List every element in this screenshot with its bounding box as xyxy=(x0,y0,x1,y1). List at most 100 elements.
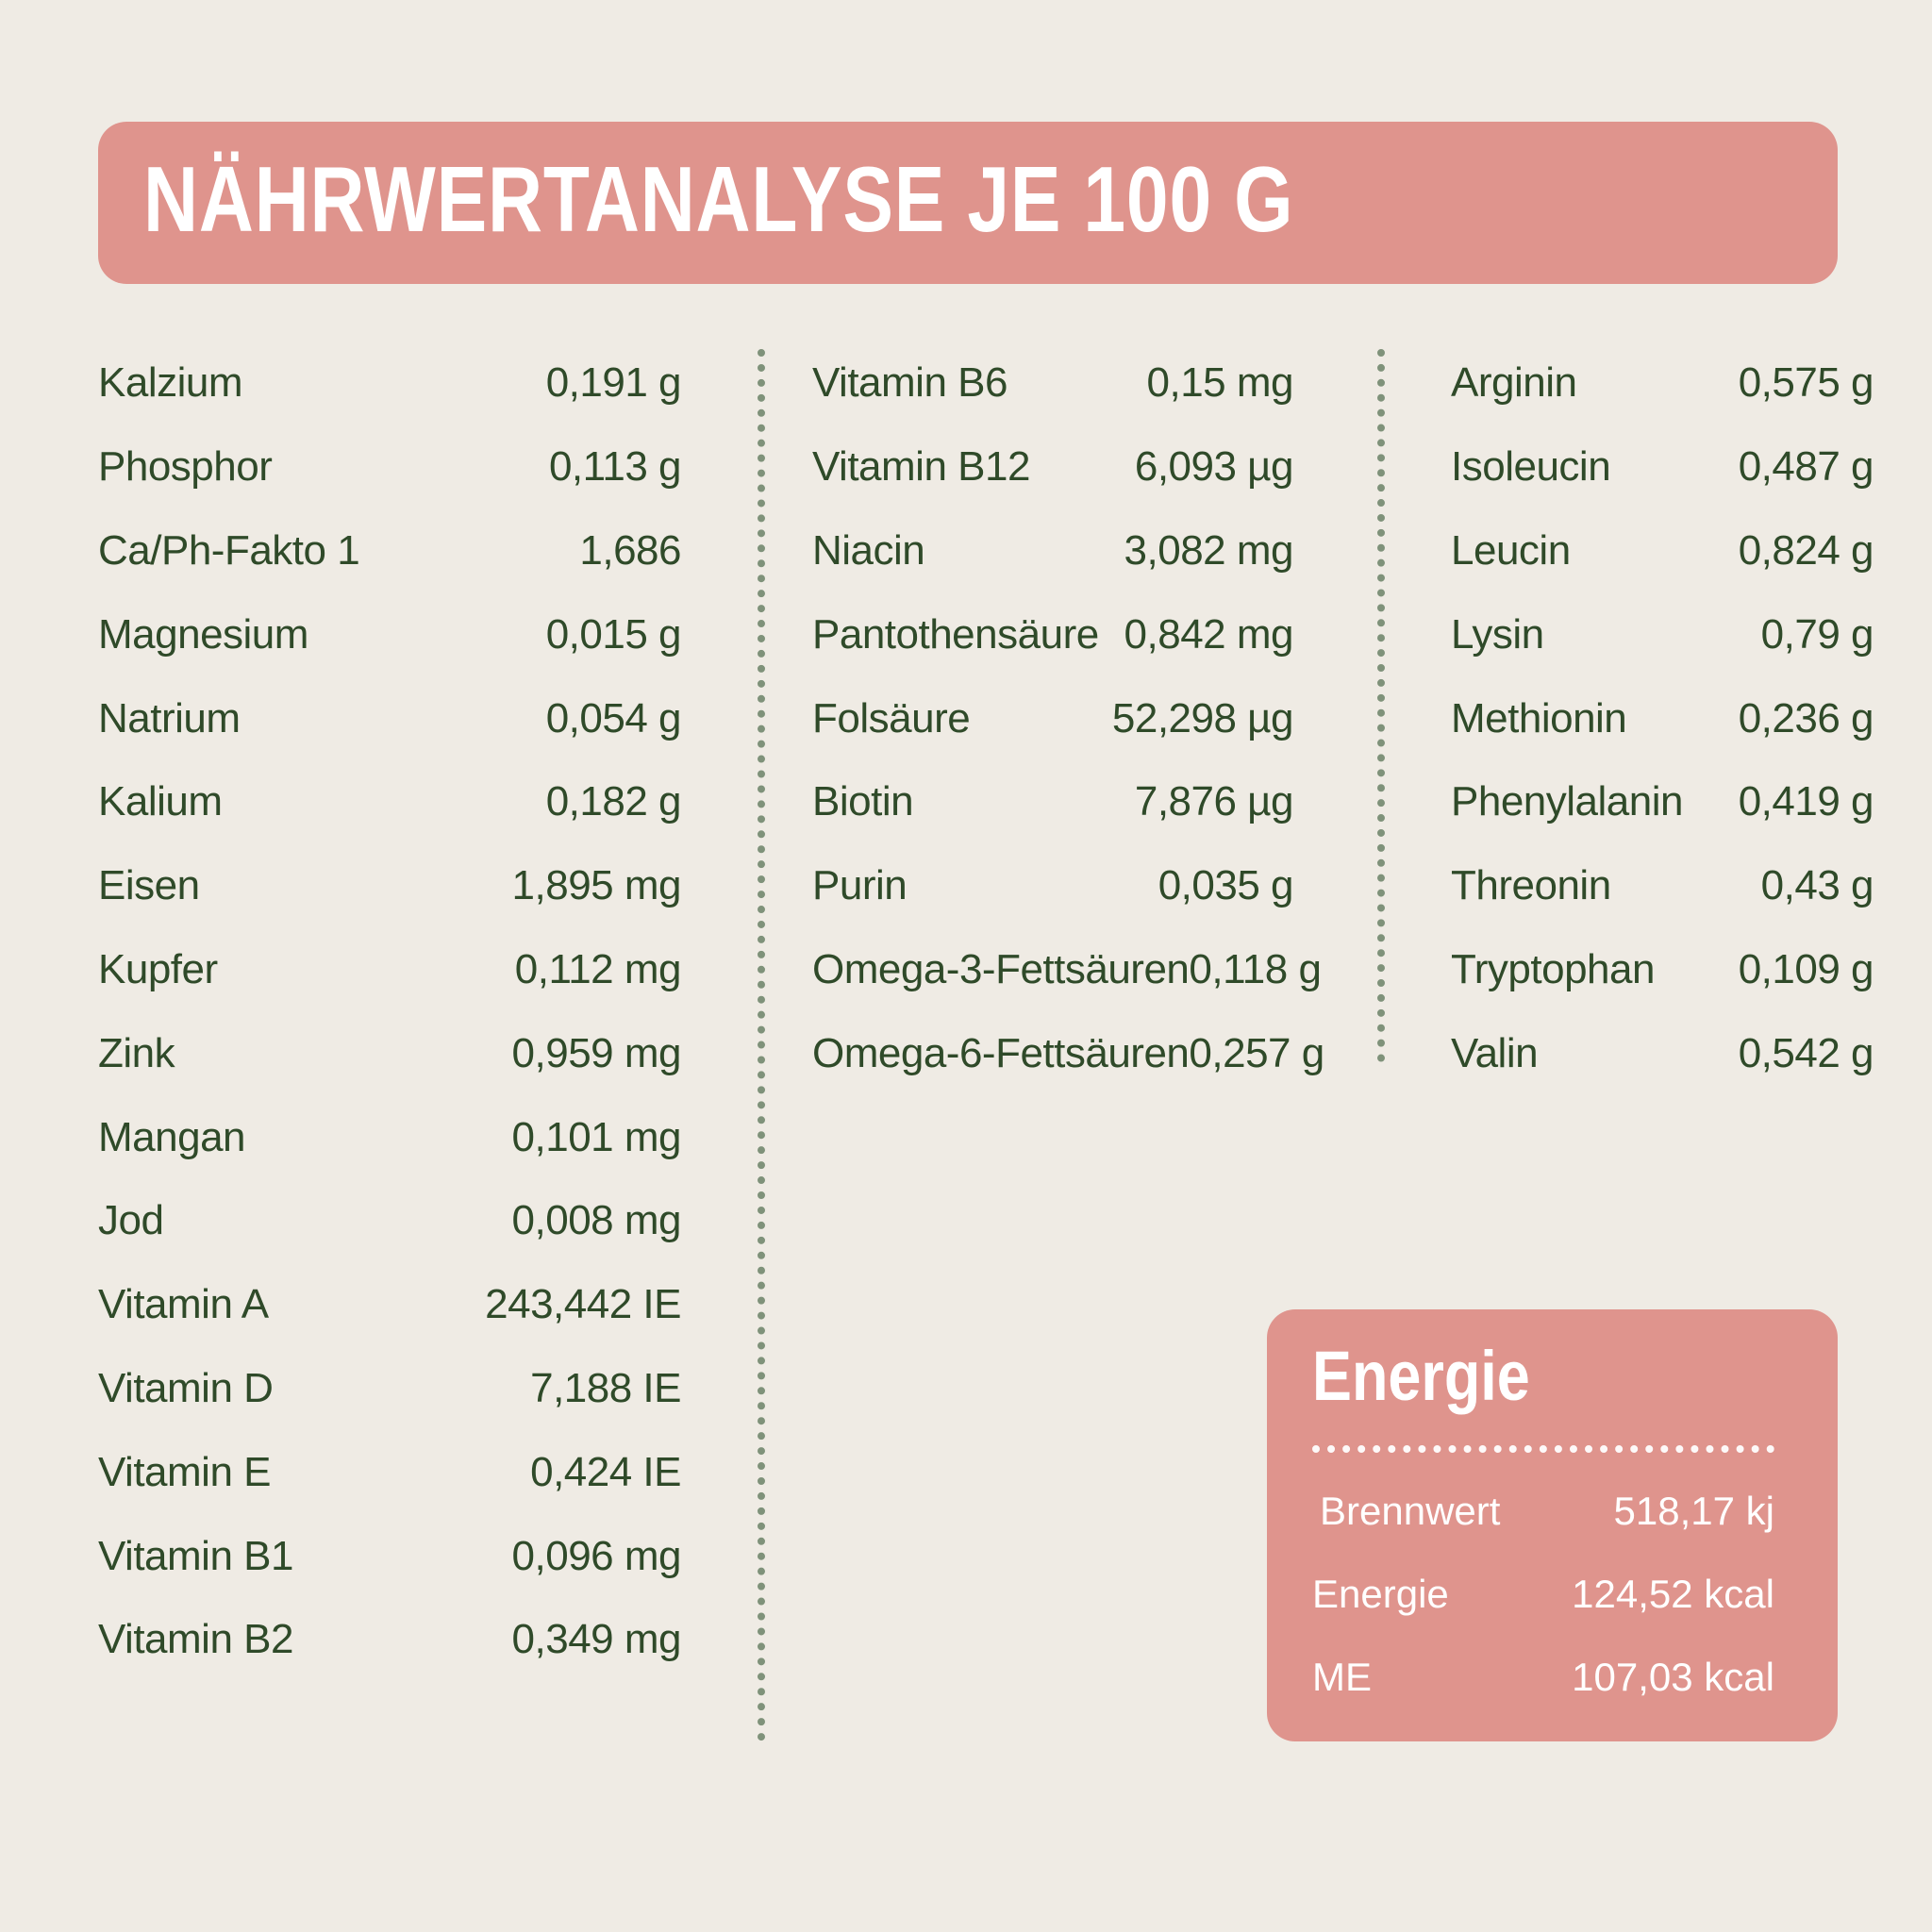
nutrient-value: 3,082 mg xyxy=(1124,526,1294,574)
nutrient-value: 0,487 g xyxy=(1738,443,1874,491)
nutrient-label: Leucin xyxy=(1451,526,1571,574)
nutrient-row: Folsäure 52,298 µg xyxy=(812,676,1294,760)
nutrient-row: Eisen 1,895 mg xyxy=(98,844,682,928)
nutrient-row: Vitamin B1 0,096 mg xyxy=(98,1514,682,1598)
nutrient-value: 7,188 IE xyxy=(530,1364,681,1411)
nutrient-label: Mangan xyxy=(98,1113,246,1160)
nutrient-row: Vitamin E 0,424 IE xyxy=(98,1430,681,1514)
nutrient-label: Natrium xyxy=(98,694,241,741)
nutrient-value: 0,054 g xyxy=(545,694,682,741)
nutrient-label: Niacin xyxy=(812,526,925,574)
nutrient-value: 0,824 g xyxy=(1738,526,1874,574)
nutrient-value: 0,349 mg xyxy=(511,1616,682,1663)
nutrient-row: Leucin 0,824 g xyxy=(1451,509,1874,593)
nutrient-value: 52,298 µg xyxy=(1111,694,1294,741)
nutrient-value: 1,895 mg xyxy=(511,862,682,909)
nutrient-value: 0,575 g xyxy=(1738,359,1874,407)
nutrient-value: 243,442 IE xyxy=(485,1281,681,1328)
nutrient-row: Isoleucin 0,487 g xyxy=(1451,425,1874,509)
nutrient-value: 0,096 mg xyxy=(511,1532,682,1579)
column-divider xyxy=(758,349,765,1741)
nutrient-value: 0,419 g xyxy=(1738,778,1874,825)
nutrient-value: 0,842 mg xyxy=(1124,610,1294,658)
nutrient-row: Purin 0,035 g xyxy=(812,844,1294,928)
nutrient-row: Mangan 0,101 mg xyxy=(98,1095,682,1179)
nutrient-value: 0,236 g xyxy=(1738,694,1874,741)
nutrient-value: 0,035 g xyxy=(1158,862,1294,909)
nutrient-value: 0,15 mg xyxy=(1146,359,1294,407)
nutrient-label: Eisen xyxy=(98,862,200,909)
nutrient-value: 0,191 g xyxy=(545,359,682,407)
nutrient-row: Vitamin B12 6,093 µg xyxy=(812,425,1294,509)
nutrient-label: Kalzium xyxy=(98,359,243,407)
energy-value: 124,52 kcal xyxy=(1572,1572,1774,1616)
nutrient-row: Omega-3-Fettsäuren 0,118 g xyxy=(812,928,1322,1012)
nutrient-value: 7,876 µg xyxy=(1134,778,1294,825)
nutrient-label: Vitamin B6 xyxy=(812,359,1008,407)
energy-row: Brennwert 518,17 kj xyxy=(1312,1470,1774,1553)
energy-label: ME xyxy=(1312,1655,1372,1699)
nutrient-label: Pantothensäure xyxy=(812,610,1099,658)
nutrient-value: 0,118 g xyxy=(1189,945,1322,992)
nutrient-label: Lysin xyxy=(1451,610,1544,658)
nutrient-value: 0,43 g xyxy=(1760,862,1874,909)
nutrient-value: 0,424 IE xyxy=(530,1448,681,1495)
nutrient-row: Threonin 0,43 g xyxy=(1451,844,1874,928)
nutrient-label: Phosphor xyxy=(98,443,273,491)
nutrient-row: Tryptophan 0,109 g xyxy=(1451,928,1874,1012)
nutrient-row: Pantothensäure 0,842 mg xyxy=(812,592,1294,676)
nutrient-column-amino-acids: Arginin 0,575 g Isoleucin 0,487 g Leucin 0,… xyxy=(1451,341,1874,1095)
nutrient-label: Zink xyxy=(98,1029,175,1076)
nutrient-value: 6,093 µg xyxy=(1134,443,1294,491)
nutrient-value: 0,79 g xyxy=(1760,610,1874,658)
nutrient-label: Isoleucin xyxy=(1451,443,1611,491)
nutrient-label: Magnesium xyxy=(98,610,308,658)
nutrient-label: Tryptophan xyxy=(1451,945,1655,992)
nutrient-row: Kupfer 0,112 mg xyxy=(98,928,682,1012)
nutrient-label: Kalium xyxy=(98,778,223,825)
nutrient-label: Phenylalanin xyxy=(1451,778,1683,825)
nutrient-value: 0,109 g xyxy=(1738,945,1874,992)
energy-title: Energie xyxy=(1312,1337,1530,1415)
nutrient-row: Niacin 3,082 mg xyxy=(812,509,1294,593)
nutrient-row: Zink 0,959 mg xyxy=(98,1011,682,1095)
nutrient-label: Vitamin B1 xyxy=(98,1532,293,1579)
nutrient-label: Vitamin B2 xyxy=(98,1616,293,1663)
energy-row: ME 107,03 kcal xyxy=(1312,1636,1774,1719)
nutrient-label: Valin xyxy=(1451,1029,1539,1076)
nutrient-value: 0,257 g xyxy=(1189,1029,1324,1076)
nutrient-row: Lysin 0,79 g xyxy=(1451,592,1874,676)
nutrient-row: Vitamin A 243,442 IE xyxy=(98,1263,681,1347)
nutrient-label: Threonin xyxy=(1451,862,1611,909)
energy-divider xyxy=(1312,1445,1774,1453)
nutrient-value: 0,182 g xyxy=(545,778,682,825)
nutrient-label: Biotin xyxy=(812,778,914,825)
nutrient-value: 0,101 mg xyxy=(511,1113,682,1160)
energy-panel: Energie Brennwert 518,17 kj Energie 124,52… xyxy=(1267,1309,1838,1741)
nutrient-row: Natrium 0,054 g xyxy=(98,676,682,760)
nutrient-row: Magnesium 0,015 g xyxy=(98,592,682,676)
nutrient-label: Ca/Ph-Fakto 1 xyxy=(98,526,360,574)
energy-value: 518,17 kj xyxy=(1613,1489,1774,1533)
energy-label: Brennwert xyxy=(1320,1489,1501,1533)
nutrient-label: Vitamin E xyxy=(98,1448,272,1495)
nutrient-column-vitamins-fats: Vitamin B6 0,15 mg Vitamin B12 6,093 µg Ni… xyxy=(812,341,1324,1095)
nutrient-label: Omega-3-Fettsäuren xyxy=(812,945,1190,992)
nutrient-value: 0,959 mg xyxy=(511,1029,682,1076)
nutrient-label: Folsäure xyxy=(812,694,971,741)
nutrient-label: Jod xyxy=(98,1197,164,1244)
nutrient-row: Valin 0,542 g xyxy=(1451,1011,1874,1095)
nutrient-label: Vitamin A xyxy=(98,1281,269,1328)
nutrient-row: Phosphor 0,113 g xyxy=(98,425,682,509)
nutrient-label: Vitamin D xyxy=(98,1364,274,1411)
nutrient-row: Jod 0,008 mg xyxy=(98,1179,682,1263)
energy-row: Energie 124,52 kcal xyxy=(1312,1553,1774,1636)
nutrient-value: 0,015 g xyxy=(545,610,682,658)
nutrient-row: Biotin 7,876 µg xyxy=(812,760,1294,844)
column-divider xyxy=(1377,349,1385,1062)
nutrient-row: Omega-6-Fettsäuren 0,257 g xyxy=(812,1011,1324,1095)
energy-list: Brennwert 518,17 kj Energie 124,52 kcal ME… xyxy=(1312,1470,1774,1719)
nutrient-column-minerals-vitamins: Kalzium 0,191 g Phosphor 0,113 g Ca/Ph-Fak… xyxy=(98,341,682,1682)
nutrient-label: Omega-6-Fettsäuren xyxy=(812,1029,1190,1076)
nutrient-label: Purin xyxy=(812,862,908,909)
